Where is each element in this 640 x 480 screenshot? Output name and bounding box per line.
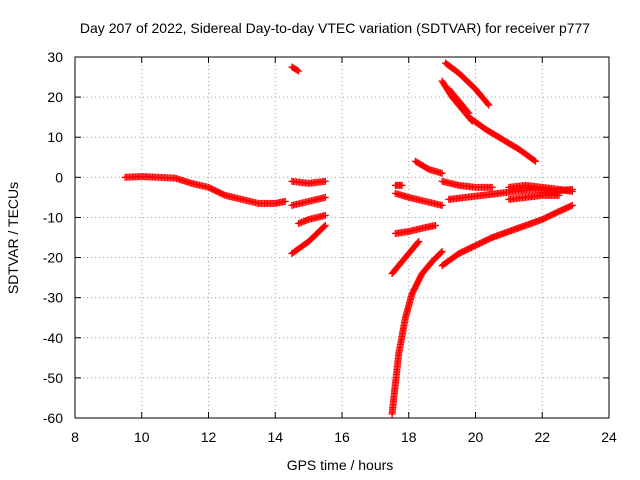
chart-title: Day 207 of 2022, Sidereal Day-to-day VTE…: [80, 20, 590, 36]
data-points: [121, 59, 576, 418]
y-tick-label: -60: [43, 410, 63, 426]
data-point: [414, 239, 422, 247]
data-point: [321, 177, 329, 185]
x-tick-label: 12: [201, 429, 217, 445]
x-tick-label: 18: [401, 429, 417, 445]
data-point: [485, 101, 493, 109]
data-point: [438, 201, 446, 209]
data-point: [295, 67, 303, 75]
data-point: [415, 238, 423, 246]
y-tick-label: -50: [43, 370, 63, 386]
x-tick-label: 20: [468, 429, 484, 445]
x-tick-label: 24: [601, 429, 617, 445]
y-tick-label: -10: [43, 209, 63, 225]
y-tick-label: 30: [47, 49, 63, 65]
y-tick-label: -30: [43, 290, 63, 306]
y-tick-label: -20: [43, 250, 63, 266]
data-point: [568, 201, 576, 209]
data-point: [464, 108, 472, 116]
x-tick-label: 10: [134, 429, 150, 445]
data-point: [281, 197, 289, 205]
x-axis-label: GPS time / hours: [287, 457, 394, 473]
data-point: [321, 193, 329, 201]
data-point: [530, 156, 538, 164]
data-point: [320, 223, 328, 231]
y-tick-label: -40: [43, 330, 63, 346]
y-tick-label: 20: [47, 89, 63, 105]
grid: [75, 57, 609, 418]
data-point: [484, 100, 492, 108]
x-tick-label: 22: [534, 429, 550, 445]
data-point: [568, 187, 576, 195]
data-point: [321, 221, 329, 229]
data-point: [293, 66, 301, 74]
data-point: [488, 183, 496, 191]
y-axis-label: SDTVAR / TECUs: [5, 182, 21, 294]
data-point: [437, 249, 445, 257]
data-point: [431, 221, 439, 229]
y-tick-label: 0: [55, 169, 63, 185]
data-point: [438, 169, 446, 177]
data-point: [438, 248, 446, 256]
data-point: [555, 191, 563, 199]
x-tick-label: 16: [334, 429, 350, 445]
x-tick-label: 8: [71, 429, 79, 445]
x-tick-label: 14: [267, 429, 283, 445]
data-point: [398, 181, 406, 189]
axis-ticks: 8 10 12 14 16 18 20 22 24 -60 -50 -40 -30 -20 -10 0 10 20…: [43, 49, 617, 445]
data-point: [532, 157, 540, 165]
y-tick-label: 10: [47, 129, 63, 145]
data-point: [321, 211, 329, 219]
